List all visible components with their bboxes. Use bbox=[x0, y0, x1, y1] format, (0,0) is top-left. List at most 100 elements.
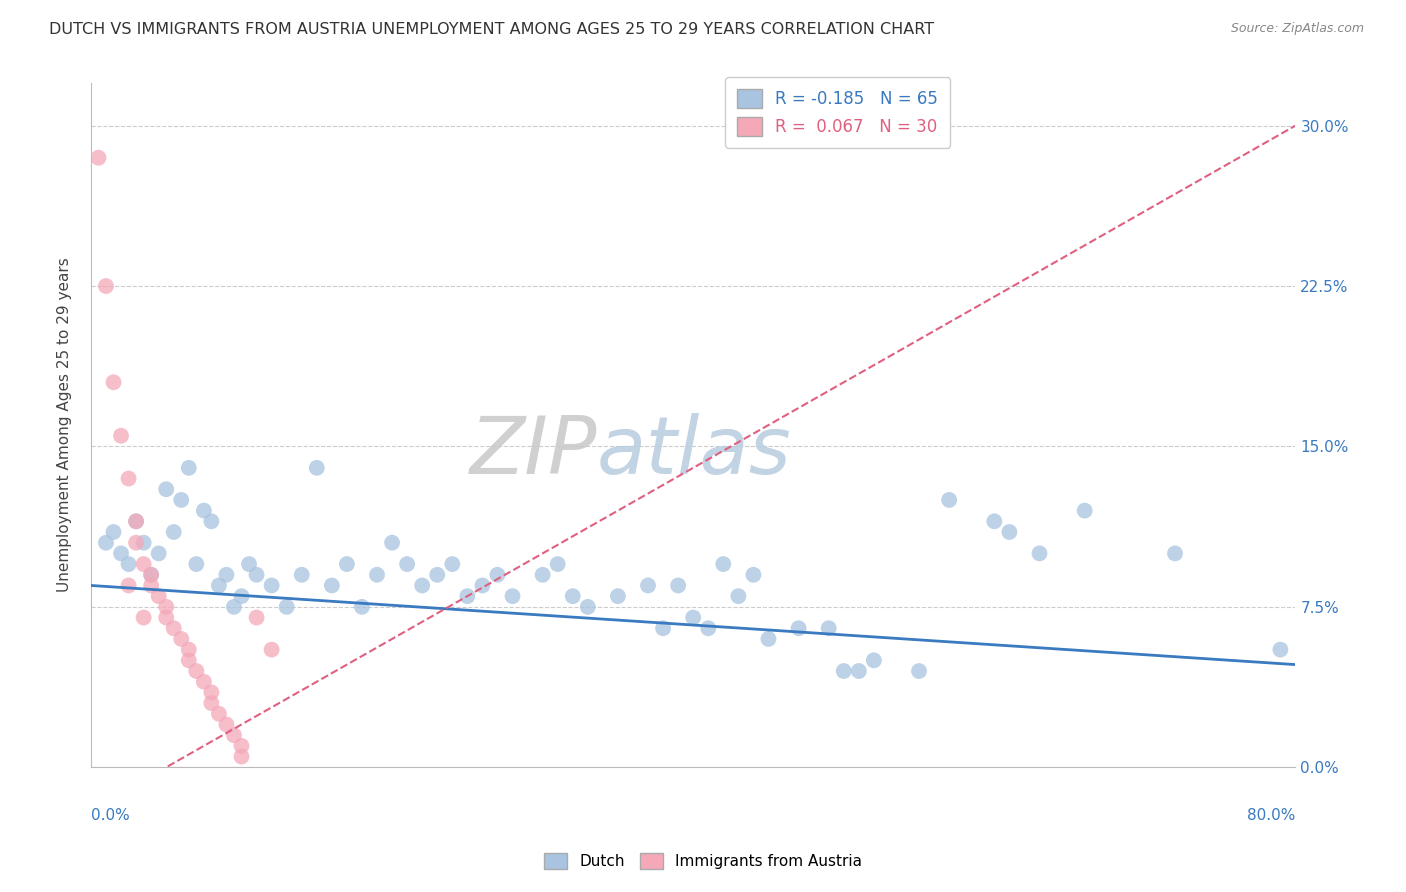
Point bbox=[260, 642, 283, 657]
Point bbox=[215, 567, 238, 582]
Point bbox=[787, 621, 810, 635]
Point bbox=[200, 514, 222, 528]
Point bbox=[125, 514, 148, 528]
Point bbox=[222, 728, 245, 742]
Point bbox=[155, 482, 177, 496]
Point bbox=[908, 664, 931, 678]
Point bbox=[245, 610, 267, 624]
Point bbox=[238, 557, 260, 571]
Point bbox=[193, 503, 215, 517]
Legend: R = -0.185   N = 65, R =  0.067   N = 30: R = -0.185 N = 65, R = 0.067 N = 30 bbox=[725, 78, 950, 148]
Point bbox=[1028, 546, 1050, 560]
Point bbox=[132, 610, 155, 624]
Point bbox=[350, 599, 373, 614]
Point bbox=[155, 599, 177, 614]
Point bbox=[141, 567, 163, 582]
Point bbox=[193, 674, 215, 689]
Point bbox=[170, 632, 193, 646]
Point bbox=[305, 460, 328, 475]
Point bbox=[186, 664, 208, 678]
Point bbox=[1270, 642, 1292, 657]
Point bbox=[366, 567, 388, 582]
Point bbox=[456, 589, 478, 603]
Point bbox=[110, 546, 132, 560]
Point bbox=[177, 460, 200, 475]
Point bbox=[531, 567, 554, 582]
Point bbox=[426, 567, 449, 582]
Point bbox=[682, 610, 704, 624]
Point bbox=[998, 524, 1021, 539]
Point bbox=[132, 535, 155, 549]
Point bbox=[170, 492, 193, 507]
Point bbox=[163, 524, 186, 539]
Y-axis label: Unemployment Among Ages 25 to 29 years: Unemployment Among Ages 25 to 29 years bbox=[58, 258, 72, 592]
Point bbox=[117, 471, 139, 485]
Point bbox=[177, 642, 200, 657]
Point bbox=[547, 557, 569, 571]
Point bbox=[231, 589, 253, 603]
Point bbox=[336, 557, 359, 571]
Text: Source: ZipAtlas.com: Source: ZipAtlas.com bbox=[1230, 22, 1364, 36]
Point bbox=[94, 535, 117, 549]
Point bbox=[291, 567, 314, 582]
Point bbox=[411, 578, 433, 592]
Point bbox=[103, 376, 125, 390]
Point bbox=[697, 621, 720, 635]
Point bbox=[200, 696, 222, 710]
Point bbox=[606, 589, 628, 603]
Point bbox=[141, 578, 163, 592]
Point bbox=[758, 632, 780, 646]
Text: DUTCH VS IMMIGRANTS FROM AUSTRIA UNEMPLOYMENT AMONG AGES 25 TO 29 YEARS CORRELAT: DUTCH VS IMMIGRANTS FROM AUSTRIA UNEMPLO… bbox=[49, 22, 935, 37]
Text: 80.0%: 80.0% bbox=[1247, 808, 1295, 823]
Point bbox=[276, 599, 298, 614]
Point bbox=[231, 749, 253, 764]
Point bbox=[727, 589, 749, 603]
Point bbox=[200, 685, 222, 699]
Point bbox=[381, 535, 404, 549]
Point bbox=[471, 578, 494, 592]
Text: atlas: atlas bbox=[596, 413, 792, 491]
Point bbox=[117, 557, 139, 571]
Point bbox=[1164, 546, 1187, 560]
Point bbox=[396, 557, 419, 571]
Point bbox=[177, 653, 200, 667]
Point bbox=[848, 664, 870, 678]
Point bbox=[125, 535, 148, 549]
Point bbox=[983, 514, 1005, 528]
Point bbox=[561, 589, 583, 603]
Point bbox=[637, 578, 659, 592]
Text: ZIP: ZIP bbox=[470, 413, 596, 491]
Point bbox=[817, 621, 839, 635]
Point bbox=[652, 621, 675, 635]
Point bbox=[222, 599, 245, 614]
Legend: Dutch, Immigrants from Austria: Dutch, Immigrants from Austria bbox=[538, 847, 868, 875]
Point bbox=[321, 578, 343, 592]
Point bbox=[486, 567, 509, 582]
Point bbox=[163, 621, 186, 635]
Point bbox=[141, 567, 163, 582]
Point bbox=[208, 578, 231, 592]
Point bbox=[208, 706, 231, 721]
Point bbox=[711, 557, 734, 571]
Point bbox=[148, 546, 170, 560]
Point bbox=[245, 567, 267, 582]
Point bbox=[117, 578, 139, 592]
Point bbox=[155, 610, 177, 624]
Point bbox=[215, 717, 238, 731]
Point bbox=[94, 279, 117, 293]
Point bbox=[441, 557, 464, 571]
Point bbox=[260, 578, 283, 592]
Point bbox=[110, 429, 132, 443]
Point bbox=[87, 151, 110, 165]
Text: 0.0%: 0.0% bbox=[91, 808, 129, 823]
Point bbox=[863, 653, 886, 667]
Point bbox=[832, 664, 855, 678]
Point bbox=[742, 567, 765, 582]
Point bbox=[186, 557, 208, 571]
Point bbox=[1073, 503, 1095, 517]
Point bbox=[502, 589, 524, 603]
Point bbox=[938, 492, 960, 507]
Point bbox=[103, 524, 125, 539]
Point bbox=[125, 514, 148, 528]
Point bbox=[666, 578, 689, 592]
